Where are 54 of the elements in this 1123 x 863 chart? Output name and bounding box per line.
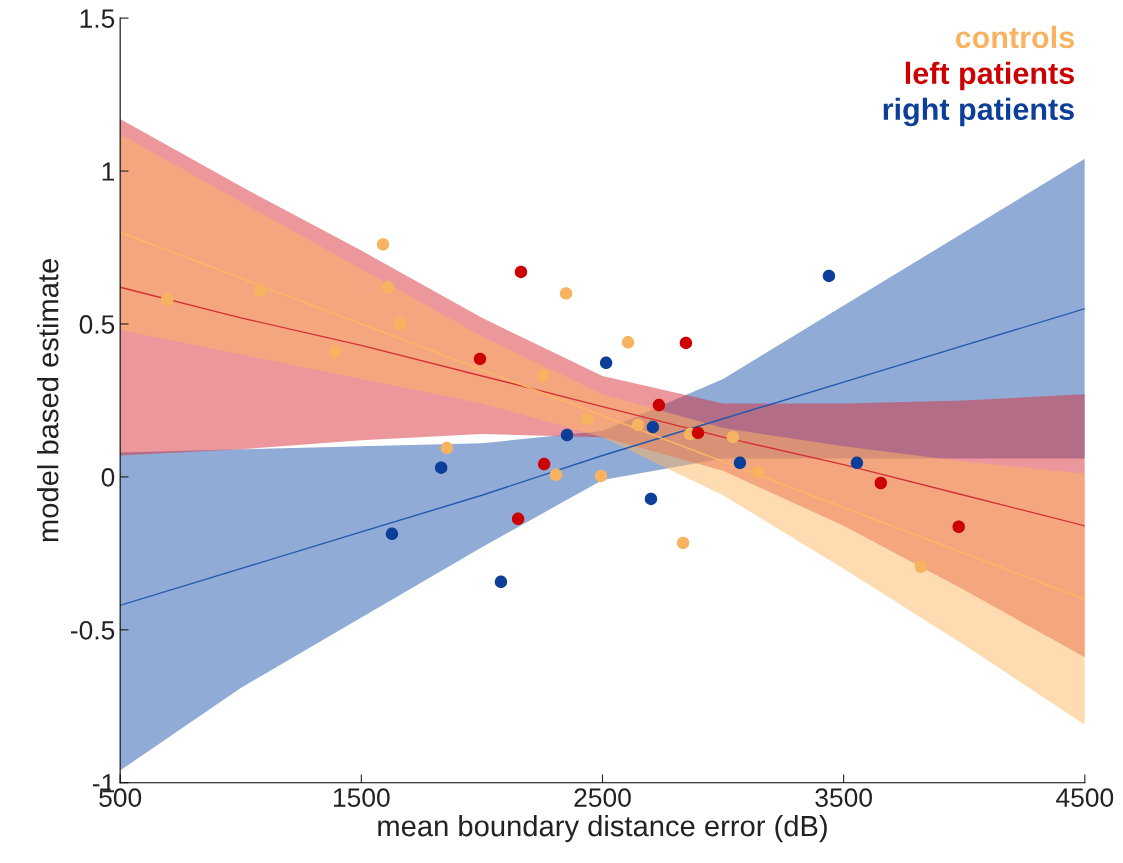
point [160,293,174,306]
x-tick-label: 1500 [333,788,390,807]
point [599,356,613,370]
point [580,412,594,425]
point [676,536,690,550]
point [646,420,660,434]
text: left patients [905,61,1074,91]
point [511,512,525,526]
line-series [120,286,1085,527]
text: controls [955,25,1074,49]
point [621,336,635,349]
point [473,352,487,366]
x-tick-label: 4500 [1056,788,1114,807]
point [952,520,965,533]
y-tick-label: 1 [102,162,115,181]
point [679,336,693,350]
point [549,468,563,481]
point [914,560,928,574]
y-axis-title: model based estimate [37,259,59,542]
point [328,345,342,358]
x-tick-label: 3500 [815,788,872,807]
point [536,369,550,383]
point [434,461,448,474]
point [644,492,658,506]
point [494,575,508,589]
x-tick-label: 2500 [574,788,631,807]
point [253,284,267,297]
point [631,418,645,432]
point [874,476,887,490]
x-axis-title: mean boundary distance error (dB) [378,814,827,843]
point [652,398,666,412]
line-series [120,307,1085,607]
y-tick-label: 0 [101,468,115,487]
text: right patients [883,97,1074,127]
point [376,238,390,251]
y-tick-label: -0.5 [71,620,115,640]
point [822,269,836,283]
point [514,265,528,279]
line-series [120,231,1085,600]
point [440,441,454,455]
point [726,430,740,444]
y-tick-label: 0.5 [79,315,115,334]
point [560,428,574,442]
point [691,426,705,440]
point [850,456,864,470]
point [393,317,407,331]
point [559,287,573,300]
point [733,456,747,470]
point [751,465,765,479]
y-tick-label: 1.5 [80,9,115,28]
point [594,469,608,483]
point [381,281,395,294]
point [537,457,551,471]
point [385,527,399,540]
